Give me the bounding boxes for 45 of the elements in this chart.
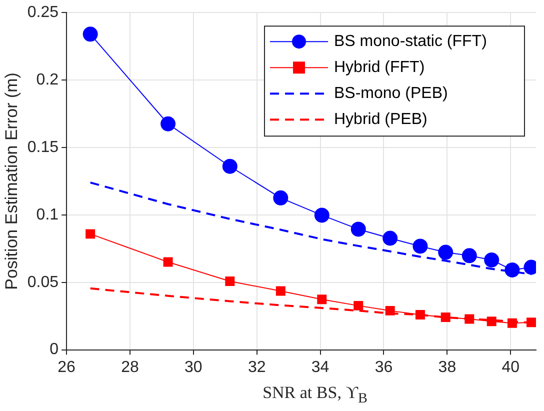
y-tick-label: 0.15 xyxy=(27,138,59,156)
x-tick-label: 40 xyxy=(502,358,520,376)
y-tick-label: 0.1 xyxy=(36,206,59,224)
legend-label: Hybrid (FFT) xyxy=(334,59,425,76)
legend-label: Hybrid (PEB) xyxy=(334,111,428,128)
point xyxy=(354,300,364,310)
point xyxy=(504,262,520,278)
point xyxy=(462,248,477,264)
point xyxy=(317,294,327,304)
point xyxy=(507,318,517,328)
point xyxy=(163,257,173,267)
legend-label: BS-mono (PEB) xyxy=(334,85,448,102)
y-tick-label: 0 xyxy=(50,341,59,358)
point xyxy=(382,230,398,246)
y-tick-label: 0.25 xyxy=(27,4,59,22)
point xyxy=(273,190,288,206)
x-axis-title: SNR at BS, ϒ$_{B}$ xyxy=(262,383,368,408)
point xyxy=(385,306,395,316)
point xyxy=(314,208,330,223)
point xyxy=(225,276,235,286)
x-tick-label: 38 xyxy=(438,358,456,376)
x-tick-label: 34 xyxy=(311,358,330,376)
legend-label: BS mono-static (FFT) xyxy=(334,33,487,50)
x-tick-label: 26 xyxy=(58,358,76,376)
point xyxy=(438,244,454,260)
point xyxy=(526,318,536,328)
point xyxy=(464,314,474,324)
y-tick-label: 0.05 xyxy=(27,274,59,291)
x-tick-label: 30 xyxy=(184,358,202,376)
point xyxy=(86,229,96,239)
point xyxy=(440,312,450,322)
point xyxy=(484,252,500,268)
x-tick-label: 36 xyxy=(374,358,393,376)
y-tick-label: 0.2 xyxy=(36,71,59,88)
point xyxy=(82,26,98,42)
x-tick-label: 32 xyxy=(248,358,266,376)
x-tick-label: 28 xyxy=(121,358,139,376)
point xyxy=(415,310,425,320)
point xyxy=(160,116,176,132)
point xyxy=(222,158,238,174)
point xyxy=(276,286,286,296)
y-axis-title: Position Estimation Error (m) xyxy=(2,72,21,290)
point xyxy=(412,238,428,254)
point xyxy=(350,222,366,237)
point xyxy=(486,316,496,326)
